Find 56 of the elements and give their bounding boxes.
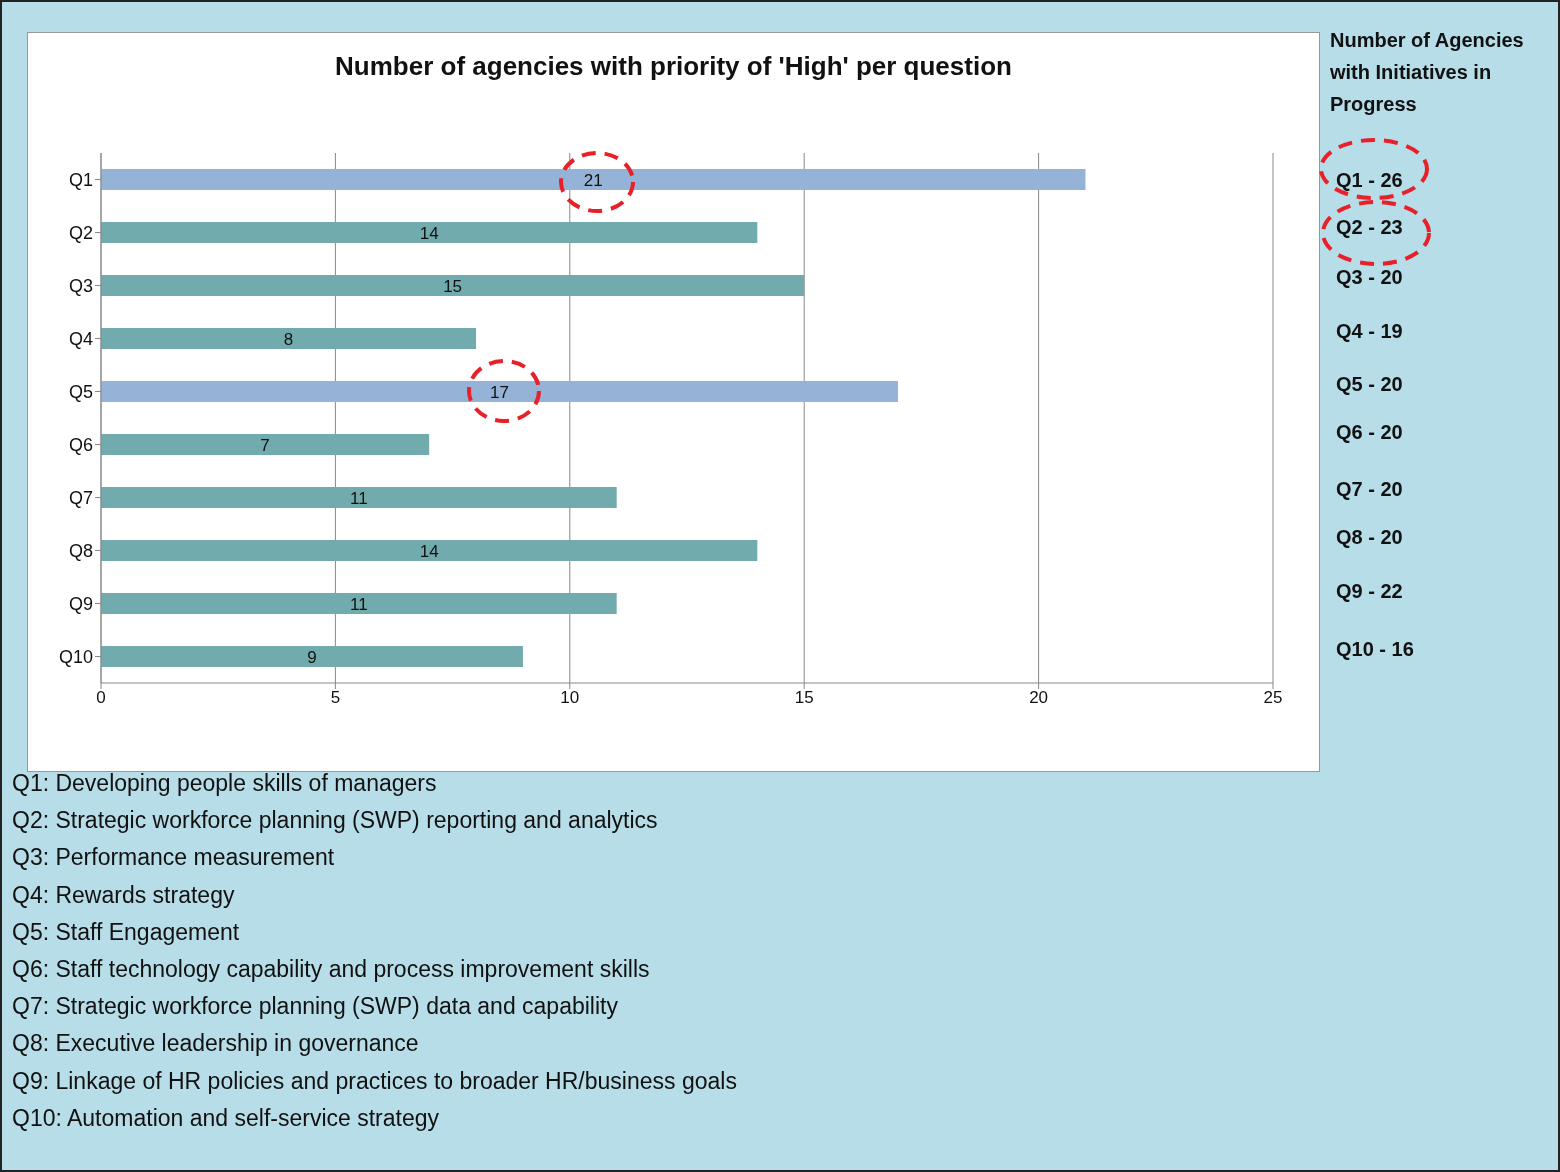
y-tick-label: Q3 <box>68 275 93 296</box>
text: Q6: Staff technology capability and process improvement skills <box>12 956 650 983</box>
text: Q4: Rewards strategy <box>12 881 235 909</box>
data-label: 21 <box>583 170 603 190</box>
x-tick-label: 15 <box>794 688 814 708</box>
y-tick-label: Q8 <box>68 540 93 561</box>
text: Q1: Developing people skills of managers <box>12 770 437 797</box>
text: Q9 - 22 <box>1336 580 1403 603</box>
bar <box>101 434 430 455</box>
text: Q2 - 23 <box>1336 216 1403 239</box>
text: Q5: Staff Engagement <box>12 918 240 946</box>
data-label: 14 <box>419 541 439 561</box>
text: Q8: Executive leadership in governance <box>12 1030 419 1058</box>
data-label: 11 <box>350 594 368 614</box>
text: Q5 - 20 <box>1336 373 1403 396</box>
text: Q10 - 16 <box>1336 638 1414 661</box>
text: Q3: Performance measurement <box>12 844 335 872</box>
y-tick-label: Q6 <box>68 434 93 455</box>
text: Q7 - 20 <box>1336 478 1403 501</box>
text: Q9: Linkage of HR policies and practices to broader HR/business goals <box>12 1067 737 1095</box>
x-tick-label: 10 <box>560 688 580 708</box>
x-tick-label: 25 <box>1263 688 1283 708</box>
y-tick-label: Q2 <box>68 222 93 243</box>
text: Q7: Strategic workforce planning (SWP) data and capability <box>12 993 618 1021</box>
data-label: 7 <box>260 435 270 455</box>
bar <box>101 275 805 296</box>
bar <box>101 593 617 614</box>
chart-title: Number of agencies with priority of 'High' per question <box>334 51 1013 82</box>
x-tick-label: 5 <box>330 688 341 708</box>
x-tick-label: 20 <box>1029 688 1049 708</box>
text: Q2: Strategic workforce planning (SWP) reporting and analytics <box>12 807 658 835</box>
text: Q10: Automation and self-service strategy <box>12 1104 439 1132</box>
data-label: 11 <box>350 488 368 508</box>
data-label: 15 <box>443 276 463 296</box>
x-tick-label: 0 <box>96 688 106 708</box>
text: Number of Agencies with Initiatives in Progress <box>1330 28 1525 117</box>
bar <box>101 487 617 508</box>
text: Q1 - 26 <box>1336 169 1403 192</box>
data-label: 17 <box>490 382 509 402</box>
data-label: 9 <box>307 647 317 667</box>
data-label: 14 <box>419 223 439 243</box>
text: Q3 - 20 <box>1336 266 1403 289</box>
bar <box>101 540 758 561</box>
text: Q4 - 19 <box>1336 320 1403 343</box>
y-tick-label: Q1 <box>68 169 93 190</box>
bar <box>101 222 758 243</box>
bar <box>101 646 523 667</box>
bar <box>101 328 477 349</box>
data-label: 8 <box>283 329 294 349</box>
y-tick-label: Q4 <box>68 328 93 349</box>
y-tick-label: Q5 <box>68 381 93 402</box>
y-tick-label: Q10 <box>58 646 93 667</box>
y-tick-label: Q9 <box>68 593 93 614</box>
text: Q8 - 20 <box>1336 526 1403 549</box>
text: Q6 - 20 <box>1336 421 1403 444</box>
y-tick-label: Q7 <box>68 487 93 508</box>
